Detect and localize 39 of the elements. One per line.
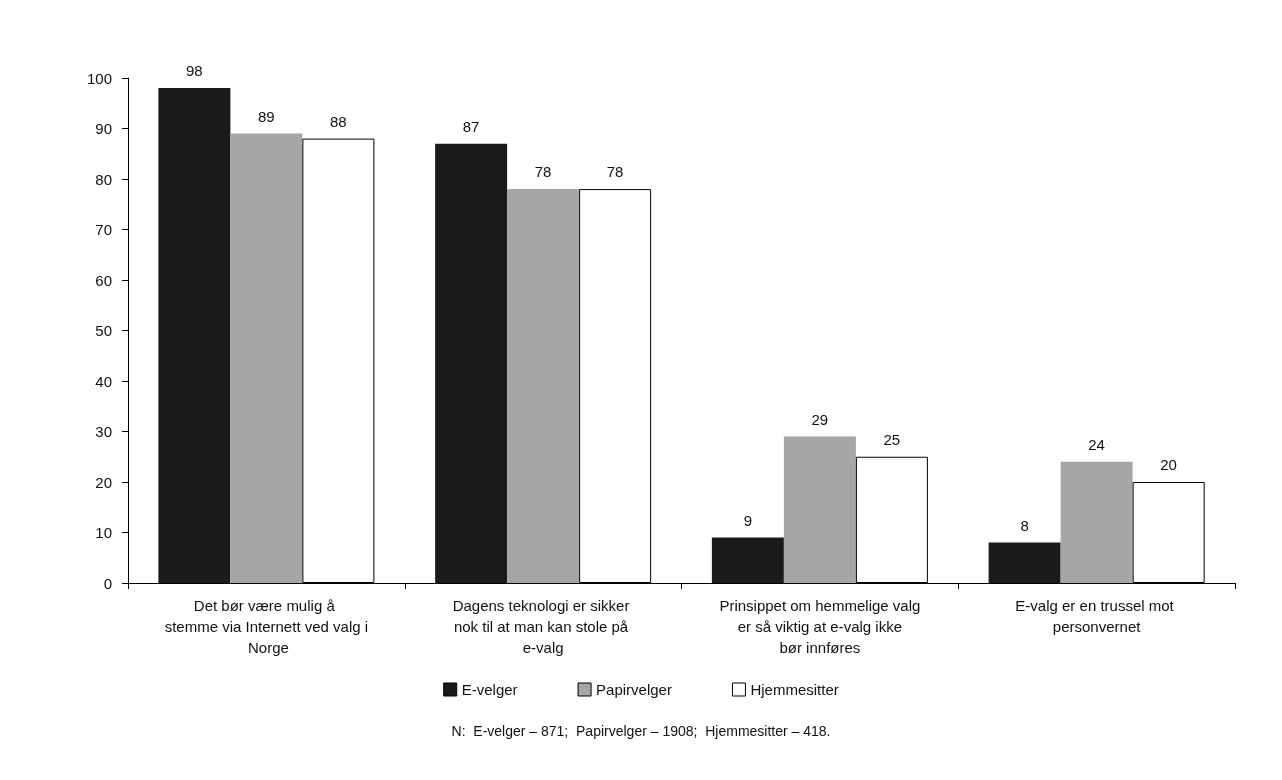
data-label: 25 — [883, 430, 901, 448]
data-label: 98 — [186, 62, 203, 80]
data-label: 8 — [1020, 516, 1029, 534]
y-tick-label: 60 — [95, 271, 112, 289]
x-tick-label: Prinsippet om hemmelige valg er så viktig at e-valg ikke bør innføres — [719, 597, 921, 656]
data-label: 78 — [606, 163, 624, 181]
y-tick-label: 100 — [86, 69, 112, 87]
bar — [507, 189, 580, 583]
data-label: 20 — [1160, 456, 1177, 473]
legend-label: E-velger — [461, 681, 518, 698]
legend-label: Hjemmesitter — [750, 681, 839, 698]
legend-label: Papirvelger — [596, 681, 672, 698]
bar — [711, 537, 784, 583]
x-tick-label: E-valg er en trussel mot personvernet — [1015, 597, 1178, 635]
y-tick-label: 80 — [95, 170, 112, 188]
y-tick-label: 10 — [95, 524, 112, 541]
y-tick-label: 50 — [95, 322, 112, 339]
data-label: 88 — [330, 112, 347, 130]
data-label: 87 — [462, 117, 480, 135]
data-label: 89 — [258, 107, 275, 125]
bar — [230, 133, 303, 583]
y-tick-label: 90 — [95, 120, 112, 137]
y-tick-label: 40 — [95, 372, 112, 390]
bar — [158, 88, 231, 583]
bar — [988, 542, 1061, 583]
bar — [783, 436, 856, 583]
data-label: 9 — [743, 511, 753, 529]
y-tick-label: 0 — [103, 574, 112, 592]
x-tick-label: Det bør være mulig å stemme via Internett ved valg i Norge — [164, 597, 369, 656]
x-tick-label: Dagens teknologi er sikker nok til at man kan stole på e-valg — [452, 597, 634, 656]
y-tick-label: 30 — [95, 423, 112, 440]
y-tick-label: 70 — [95, 221, 112, 238]
text: N: E-velger – 871; Papirvelger – 1908; Hjemmesitter – 418. — [451, 723, 831, 739]
data-label: 78 — [534, 163, 552, 181]
data-label: 24 — [1088, 435, 1105, 453]
data-label: 29 — [811, 410, 829, 428]
bar — [1060, 461, 1133, 583]
y-tick-label: 20 — [95, 473, 112, 491]
bar — [435, 143, 508, 583]
